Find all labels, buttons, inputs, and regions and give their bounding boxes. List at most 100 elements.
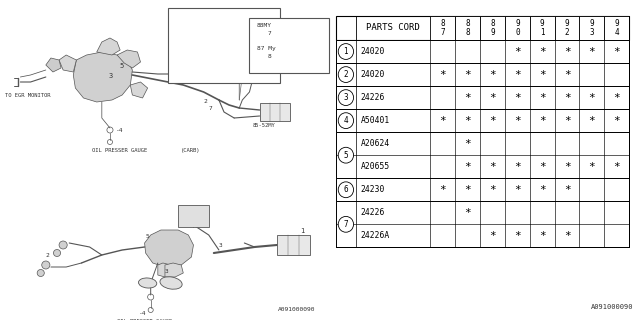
Text: *: * (465, 185, 471, 195)
Bar (455, 16, 480, 40)
Text: 5: 5 (146, 234, 149, 239)
Text: *: * (564, 185, 570, 195)
Text: 1: 1 (344, 47, 348, 56)
Text: 24230: 24230 (361, 185, 385, 194)
Circle shape (37, 269, 44, 276)
Text: *: * (489, 92, 496, 103)
Text: (CARB): (CARB) (181, 148, 201, 153)
Text: *: * (539, 46, 545, 57)
Bar (336, 16, 629, 40)
Text: *: * (514, 69, 521, 80)
Text: 88MY: 88MY (257, 23, 271, 28)
Polygon shape (165, 263, 183, 277)
Text: *: * (514, 162, 521, 172)
Text: 2: 2 (344, 70, 348, 79)
Text: *: * (539, 92, 545, 103)
Text: *: * (465, 139, 471, 149)
Bar (579, 16, 604, 40)
Ellipse shape (138, 278, 157, 288)
Text: *: * (465, 208, 471, 218)
Text: *: * (465, 162, 471, 172)
Text: 7: 7 (268, 31, 271, 36)
Circle shape (54, 250, 61, 257)
Polygon shape (178, 42, 198, 56)
Text: *: * (514, 116, 521, 126)
Text: *: * (589, 162, 595, 172)
Polygon shape (59, 55, 76, 72)
Text: *: * (489, 69, 496, 80)
Bar (250, 18, 329, 73)
Bar (480, 16, 505, 40)
Text: 8
9: 8 9 (490, 19, 495, 37)
Text: *: * (613, 92, 620, 103)
Text: 24226A: 24226A (361, 231, 390, 240)
Text: *: * (514, 231, 521, 241)
Bar (336, 86, 629, 109)
Text: *: * (564, 92, 570, 103)
Text: *: * (514, 92, 521, 103)
Text: *: * (539, 116, 545, 126)
Text: 6: 6 (344, 185, 348, 194)
Text: *: * (440, 116, 446, 126)
Text: 2: 2 (46, 253, 49, 258)
Text: 9
4: 9 4 (614, 19, 619, 37)
Bar (336, 178, 629, 201)
Text: A091000090: A091000090 (591, 304, 634, 310)
Text: *: * (564, 69, 570, 80)
Text: TO EGR MONITOR: TO EGR MONITOR (5, 93, 51, 98)
Bar (431, 16, 455, 40)
Bar (336, 201, 629, 247)
Bar (277, 235, 310, 255)
Text: *: * (564, 231, 570, 241)
Circle shape (338, 147, 353, 163)
Text: 2: 2 (204, 99, 207, 104)
Text: *: * (589, 116, 595, 126)
Polygon shape (46, 58, 61, 72)
Text: 9
1: 9 1 (540, 19, 545, 37)
Text: 1: 1 (300, 228, 305, 234)
Bar (178, 205, 209, 227)
Text: 5: 5 (344, 151, 348, 160)
Circle shape (338, 113, 353, 129)
Polygon shape (131, 82, 148, 98)
Text: *: * (589, 46, 595, 57)
Text: OIL PRESSER GAUGE: OIL PRESSER GAUGE (117, 319, 172, 320)
Bar (336, 63, 629, 86)
Polygon shape (253, 51, 268, 63)
Bar (505, 16, 530, 40)
Polygon shape (195, 22, 214, 34)
Polygon shape (97, 38, 120, 55)
Bar (604, 16, 629, 40)
Text: 8
8: 8 8 (465, 19, 470, 37)
Text: *: * (613, 162, 620, 172)
Text: 85-52MY: 85-52MY (253, 123, 275, 128)
Bar (336, 132, 629, 178)
Text: PARTS CORD: PARTS CORD (366, 23, 420, 33)
Text: *: * (440, 69, 446, 80)
Text: A091000090: A091000090 (278, 307, 316, 312)
Text: 8: 8 (268, 48, 271, 53)
Text: *: * (564, 162, 570, 172)
Text: 24020: 24020 (361, 47, 385, 56)
Polygon shape (253, 28, 268, 40)
Circle shape (59, 241, 67, 249)
Text: OIL PRESSER GAUGE: OIL PRESSER GAUGE (92, 148, 147, 153)
Text: 8: 8 (268, 54, 271, 59)
Text: 9
3: 9 3 (589, 19, 594, 37)
Polygon shape (145, 230, 193, 267)
Text: *: * (514, 185, 521, 195)
Bar (336, 109, 629, 132)
Text: *: * (539, 185, 545, 195)
Text: 24226: 24226 (361, 93, 385, 102)
Text: 5: 5 (119, 63, 124, 69)
Text: -4: -4 (116, 128, 124, 133)
Text: 88MY: 88MY (257, 18, 269, 23)
Text: 4: 4 (344, 116, 348, 125)
Text: 7: 7 (209, 106, 212, 111)
Text: *: * (489, 162, 496, 172)
Text: 3: 3 (165, 269, 169, 274)
Text: *: * (589, 92, 595, 103)
Text: *: * (489, 185, 496, 195)
Text: *: * (514, 46, 521, 57)
Text: 24020: 24020 (361, 70, 385, 79)
